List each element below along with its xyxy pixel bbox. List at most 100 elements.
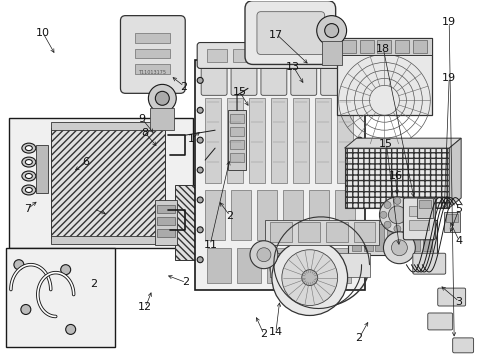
Bar (296, 248, 320, 283)
Circle shape (197, 167, 203, 173)
Text: 9: 9 (139, 114, 145, 124)
Bar (377, 40, 390, 54)
Bar (150, 108, 174, 130)
Bar (408, 206, 428, 216)
Circle shape (356, 227, 362, 233)
Polygon shape (344, 138, 460, 148)
Bar (386, 224, 396, 251)
Ellipse shape (22, 185, 36, 195)
Text: 15: 15 (378, 139, 392, 149)
Text: 14: 14 (268, 327, 283, 337)
FancyBboxPatch shape (452, 338, 473, 353)
Ellipse shape (25, 188, 32, 193)
Circle shape (403, 221, 410, 228)
Bar (310, 49, 330, 62)
Bar (157, 217, 175, 225)
Bar (266, 248, 290, 283)
Circle shape (383, 202, 390, 208)
Circle shape (383, 232, 414, 264)
Bar (334, 190, 354, 240)
Bar (363, 224, 372, 251)
Bar (336, 37, 431, 55)
FancyBboxPatch shape (230, 63, 256, 95)
Bar (51, 122, 165, 130)
Text: 6: 6 (82, 157, 89, 167)
Text: 5: 5 (454, 204, 461, 214)
Circle shape (356, 167, 362, 173)
FancyBboxPatch shape (437, 288, 465, 306)
Bar (229, 127, 244, 136)
FancyBboxPatch shape (412, 253, 445, 274)
Bar (229, 140, 244, 149)
Bar (359, 40, 373, 54)
FancyBboxPatch shape (244, 1, 335, 64)
Circle shape (271, 240, 347, 315)
Text: 1: 1 (187, 134, 194, 144)
Bar (344, 148, 448, 208)
Circle shape (316, 15, 346, 45)
Polygon shape (448, 138, 460, 208)
Bar (336, 37, 431, 115)
Circle shape (356, 257, 362, 263)
Bar (135, 49, 170, 58)
FancyBboxPatch shape (427, 313, 452, 330)
Circle shape (379, 197, 414, 233)
Text: 17: 17 (268, 30, 283, 40)
Text: 3: 3 (454, 297, 461, 307)
Text: 19: 19 (441, 17, 455, 27)
Circle shape (197, 77, 203, 84)
Bar (157, 205, 175, 213)
FancyBboxPatch shape (201, 63, 226, 95)
Text: 19: 19 (441, 73, 455, 83)
Circle shape (356, 77, 362, 84)
Circle shape (383, 221, 390, 228)
Bar (205, 190, 224, 240)
Bar (51, 236, 165, 244)
Ellipse shape (22, 157, 36, 167)
Circle shape (281, 250, 337, 306)
Bar (375, 224, 384, 251)
Bar (135, 64, 170, 75)
Bar (233, 49, 252, 62)
Circle shape (356, 197, 362, 203)
Circle shape (324, 24, 338, 37)
Bar (205, 98, 221, 183)
Text: 15: 15 (232, 87, 246, 97)
Bar (416, 198, 432, 218)
Text: 18: 18 (375, 44, 389, 54)
FancyBboxPatch shape (403, 198, 434, 240)
Bar (230, 190, 250, 240)
Circle shape (407, 211, 414, 219)
Bar (399, 224, 407, 251)
Bar (292, 98, 308, 183)
Circle shape (197, 197, 203, 203)
Bar (446, 214, 457, 222)
Circle shape (390, 240, 407, 256)
Circle shape (387, 206, 406, 224)
Text: 8: 8 (141, 129, 148, 138)
Circle shape (61, 265, 71, 275)
Bar (229, 114, 244, 123)
Bar (285, 49, 304, 62)
Bar (314, 98, 330, 183)
Bar (325, 222, 347, 242)
Bar (443, 212, 459, 232)
Bar (395, 40, 408, 54)
Circle shape (356, 107, 362, 113)
Bar (351, 224, 360, 251)
Bar (412, 40, 427, 54)
Circle shape (197, 137, 203, 143)
Bar (269, 253, 369, 276)
Bar (321, 41, 341, 66)
Circle shape (65, 324, 76, 334)
Bar (423, 224, 431, 251)
FancyBboxPatch shape (256, 12, 324, 54)
FancyBboxPatch shape (320, 63, 346, 95)
Ellipse shape (25, 146, 32, 150)
FancyBboxPatch shape (120, 15, 185, 93)
Bar (326, 248, 350, 283)
FancyBboxPatch shape (290, 63, 316, 95)
Bar (410, 224, 420, 251)
Bar (207, 248, 230, 283)
Bar (297, 222, 319, 242)
